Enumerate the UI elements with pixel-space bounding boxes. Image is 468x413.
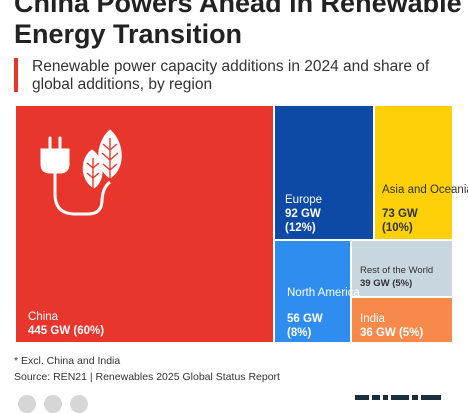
china-label: China — [28, 311, 59, 323]
treemap-chart: China 445 GW (60%) Europe 92 GW (12%) As… — [16, 106, 468, 342]
asia-label: Asia and Oceania* — [382, 184, 468, 196]
footnote: * Excl. China and India — [14, 355, 121, 367]
share-dot — [18, 395, 36, 413]
tile-india — [352, 298, 452, 342]
chart-title: China Powers Ahead in Renewable Energy T… — [14, 0, 462, 49]
rest-of-world-label: Rest of the World — [360, 265, 433, 276]
plug-icon — [40, 136, 104, 216]
asia-share: (10%) — [382, 222, 413, 234]
asia-value: 73 GW — [382, 208, 418, 220]
share-dot — [44, 395, 62, 413]
china-value: 445 GW (60%) — [28, 325, 104, 337]
leaves-icon — [82, 129, 122, 203]
europe-share: (12%) — [285, 222, 316, 234]
tile-europe — [275, 106, 373, 239]
brand-logo — [355, 391, 451, 400]
north-america-share: (8%) — [287, 327, 311, 339]
north-america-value: 56 GW — [287, 313, 323, 325]
india-value: 36 GW (5%) — [360, 327, 423, 339]
chart-subtitle: Renewable power capacity additions in 20… — [32, 58, 430, 93]
source-note: Source: REN21 | Renewables 2025 Global S… — [14, 371, 280, 383]
tile-china — [16, 106, 273, 342]
tile-rest-of-world — [352, 241, 452, 296]
europe-label: Europe — [285, 194, 322, 206]
tile-asia-oceania — [375, 106, 452, 239]
north-america-label: North America — [287, 287, 360, 299]
share-dot — [70, 395, 88, 413]
accent-bar — [14, 58, 18, 92]
tile-north-america — [275, 241, 350, 342]
europe-value: 92 GW — [285, 208, 321, 220]
rest-of-world-value: 39 GW (5%) — [360, 278, 412, 289]
india-label: India — [360, 313, 386, 325]
